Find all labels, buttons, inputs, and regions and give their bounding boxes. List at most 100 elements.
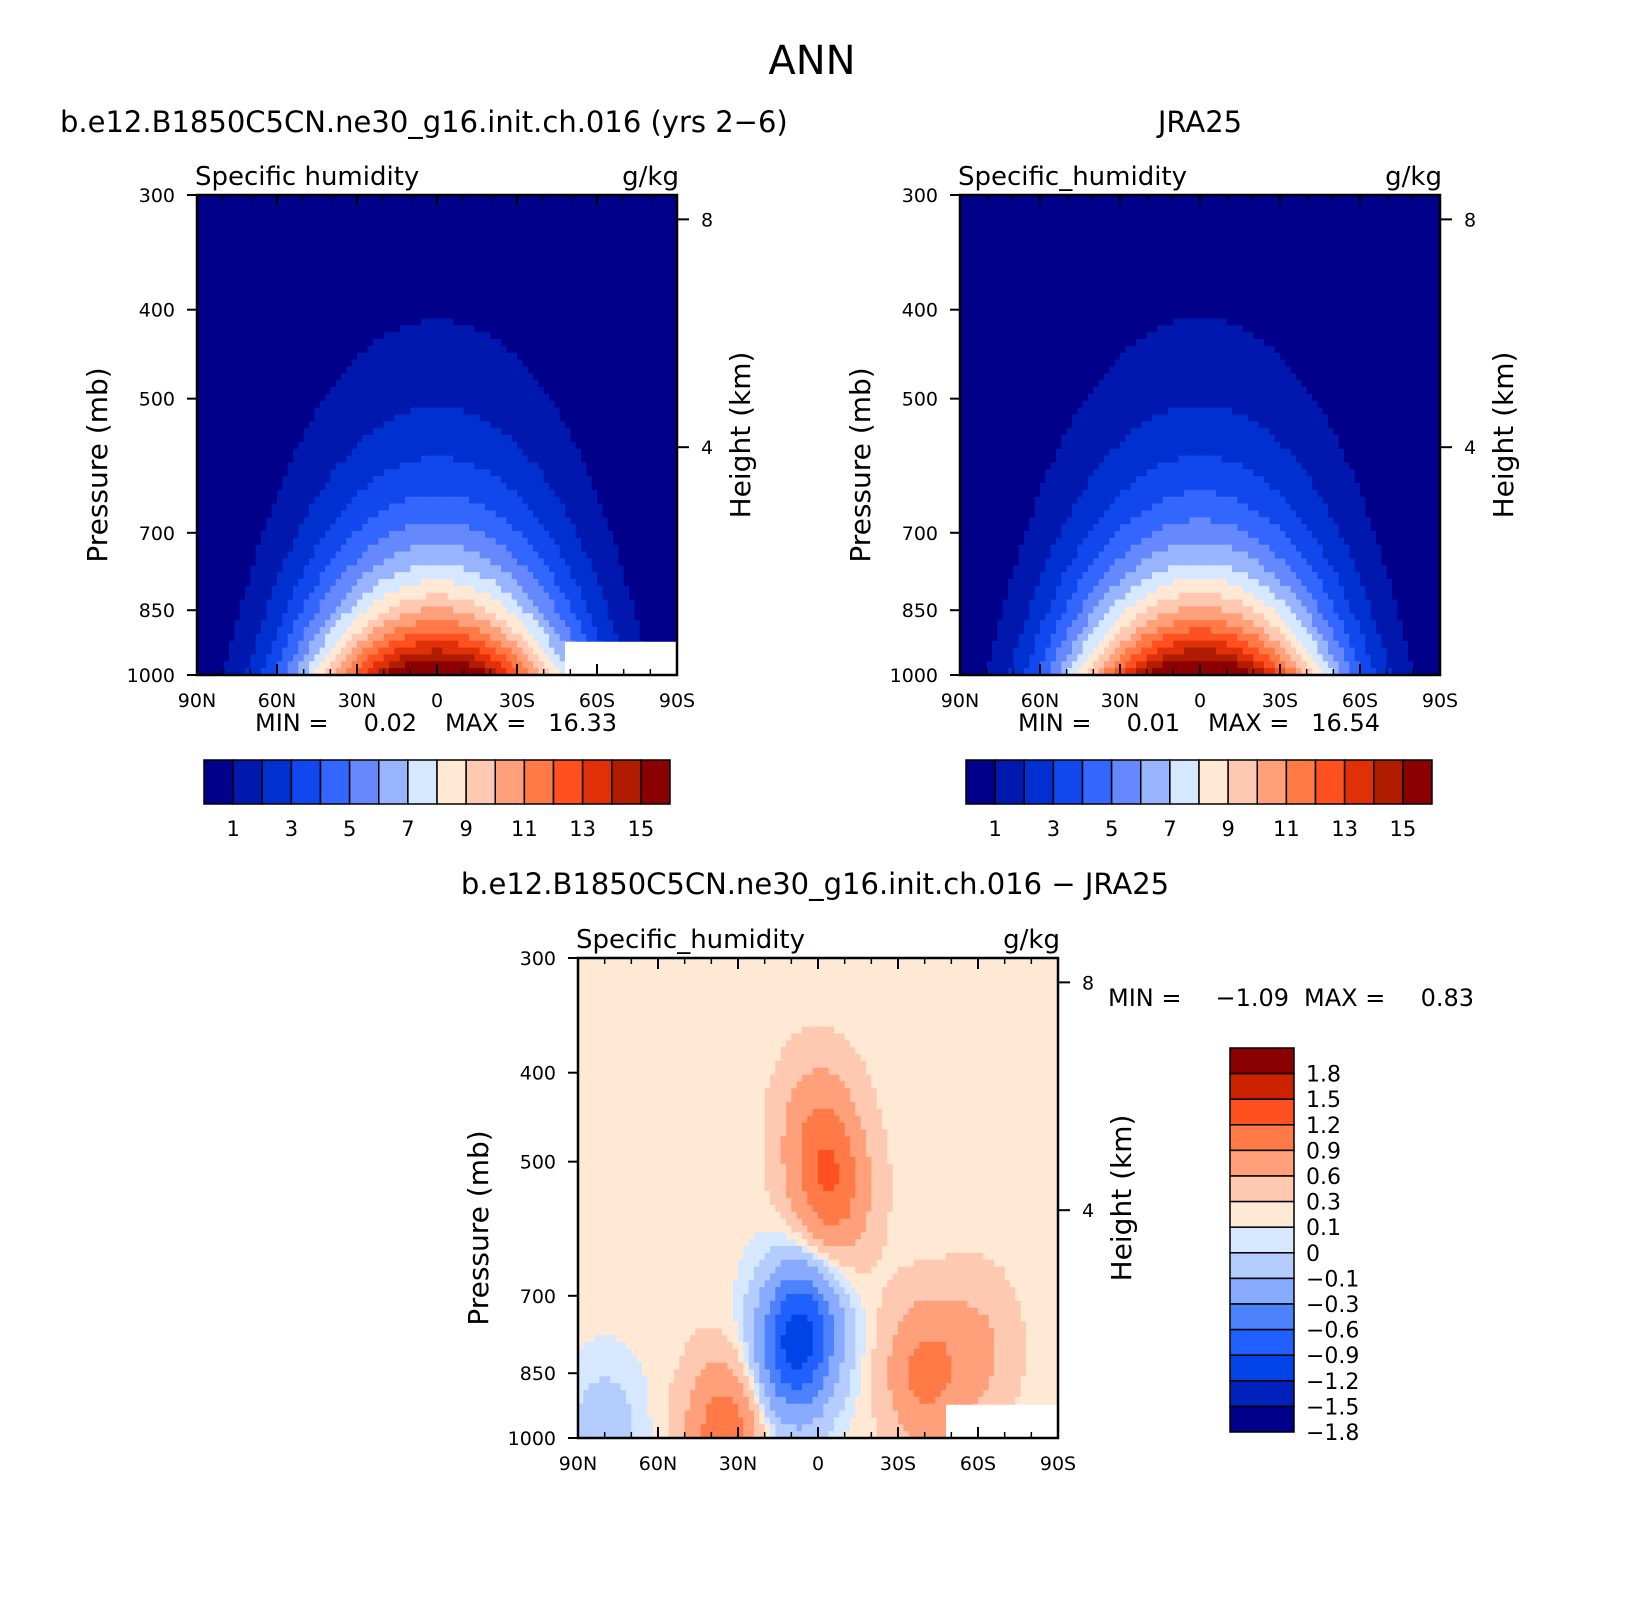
contour-cell xyxy=(287,510,294,518)
contour-cell xyxy=(367,448,374,457)
contour-cell xyxy=(239,551,246,560)
contour-cell xyxy=(613,510,619,518)
contour-cell xyxy=(618,345,625,354)
contour-cell xyxy=(431,311,438,320)
contour-cell xyxy=(357,489,363,498)
contour-cell xyxy=(645,476,651,484)
contour-cell xyxy=(298,297,305,306)
contour-cell xyxy=(229,373,235,381)
contour-cell xyxy=(410,496,417,505)
contour-cell xyxy=(501,441,507,450)
contour-cell xyxy=(602,332,609,340)
contour-cell xyxy=(293,243,299,251)
contour-cell xyxy=(431,407,438,416)
contour-cell xyxy=(565,359,571,368)
contour-cell xyxy=(618,469,625,477)
contour-cell xyxy=(597,270,603,278)
contour-cell xyxy=(549,537,555,546)
contour-cell xyxy=(645,469,651,477)
contour-cell xyxy=(543,503,550,512)
contour-cell xyxy=(255,339,262,347)
contour-cell xyxy=(394,222,401,230)
contour-cell xyxy=(250,393,257,402)
contour-cell xyxy=(383,483,390,491)
contour-cell xyxy=(463,291,470,299)
contour-cell xyxy=(447,243,454,251)
contour-cell xyxy=(549,311,555,320)
contour-cell xyxy=(618,428,625,436)
contour-cell xyxy=(474,195,481,203)
contour-cell xyxy=(394,352,401,361)
contour-cell xyxy=(495,222,502,230)
contour-cell xyxy=(437,469,443,477)
contour-cell xyxy=(639,537,646,546)
contour-cell xyxy=(346,201,353,210)
contour-cell xyxy=(271,318,278,326)
contour-cell xyxy=(213,366,219,374)
contour-cell xyxy=(522,407,529,416)
contour-cell xyxy=(570,332,577,340)
contour-cell xyxy=(223,421,230,429)
contour-cell xyxy=(229,558,235,566)
contour-cell xyxy=(399,503,406,512)
contour-cell xyxy=(511,387,518,395)
contour-cell xyxy=(389,297,395,306)
contour-cell xyxy=(410,462,417,470)
contour-cell xyxy=(394,572,401,580)
contour-cell xyxy=(650,517,657,525)
contour-cell xyxy=(490,277,497,285)
contour-cell xyxy=(351,229,358,237)
contour-cell xyxy=(319,517,326,525)
contour-cell xyxy=(266,359,273,368)
contour-cell xyxy=(613,263,619,272)
contour-cell xyxy=(266,297,273,306)
contour-cell xyxy=(383,414,390,422)
contour-cell xyxy=(277,435,283,443)
contour-cell xyxy=(271,537,278,546)
contour-cell xyxy=(383,284,390,292)
contour-cell xyxy=(517,435,523,443)
contour-cell xyxy=(645,496,651,505)
contour-cell xyxy=(549,236,555,244)
contour-cell xyxy=(495,256,502,265)
contour-cell xyxy=(490,208,497,217)
contour-cell xyxy=(367,531,374,539)
contour-cell xyxy=(421,291,427,299)
contour-cell xyxy=(271,339,278,347)
contour-cell xyxy=(271,428,278,436)
contour-cell xyxy=(314,249,321,258)
contour-cell xyxy=(410,366,417,374)
contour-cell xyxy=(442,531,449,539)
contour-cell xyxy=(234,339,241,347)
contour-cell xyxy=(346,441,353,450)
contour-cell xyxy=(197,489,203,498)
contour-cell xyxy=(565,332,571,340)
contour-cell xyxy=(607,249,614,258)
contour-cell xyxy=(362,325,369,333)
contour-cell xyxy=(293,304,299,313)
contour-cell xyxy=(639,414,646,422)
contour-cell xyxy=(202,572,209,580)
contour-cell xyxy=(383,325,390,333)
contour-cell xyxy=(565,345,571,354)
contour-cell xyxy=(447,339,454,347)
contour-cell xyxy=(367,339,374,347)
contour-cell xyxy=(421,297,427,306)
contour-cell xyxy=(618,531,625,539)
contour-cell xyxy=(559,448,566,457)
contour-cell xyxy=(293,195,299,203)
contour-cell xyxy=(591,256,598,265)
contour-cell xyxy=(543,400,550,409)
contour-cell xyxy=(378,270,385,278)
contour-cell xyxy=(671,441,678,450)
contour-cell xyxy=(527,277,534,285)
contour-cell xyxy=(314,407,321,416)
contour-cell xyxy=(581,373,587,381)
contour-cell xyxy=(277,551,283,560)
contour-cell xyxy=(223,558,230,566)
contour-cell xyxy=(255,195,262,203)
contour-cell xyxy=(383,195,390,203)
contour-cell xyxy=(650,249,657,258)
contour-cell xyxy=(586,462,593,470)
contour-cell xyxy=(527,483,534,491)
